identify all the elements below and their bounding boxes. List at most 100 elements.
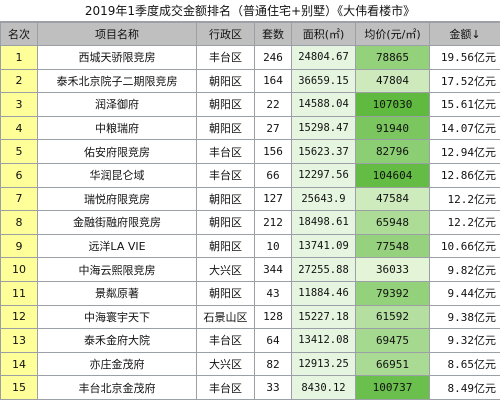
cell-rank: 15: [0, 375, 38, 400]
cell-amount: 12.2亿元: [429, 186, 500, 212]
cell-units: 64: [254, 328, 292, 353]
cell-district: 丰台区: [196, 375, 255, 400]
cell-rank: 1: [0, 45, 38, 70]
cell-avg-price: 36033: [355, 257, 430, 282]
cell-units: 43: [254, 280, 292, 306]
cell-units: 212: [254, 210, 292, 235]
cell-project-name: 中海寰宇天下: [37, 304, 197, 330]
cell-district: 丰台区: [196, 139, 255, 164]
cell-project-name: 泰禾金府大院: [37, 328, 197, 353]
cell-district: 丰台区: [196, 162, 255, 188]
cell-area: 11884.46: [291, 280, 356, 306]
cell-rank: 10: [0, 257, 38, 282]
cell-units: 27: [254, 115, 292, 141]
cell-amount: 9.38亿元: [429, 304, 500, 330]
header-area: 面积(㎡): [291, 22, 356, 46]
header-price: 均价(元/㎡): [355, 22, 430, 46]
cell-avg-price: 65948: [355, 210, 430, 235]
cell-avg-price: 77548: [355, 233, 430, 259]
cell-project-name: 西城天骄限竞房: [37, 45, 197, 70]
cell-project-name: 瑞悦府限竞房: [37, 186, 197, 212]
cell-avg-price: 79392: [355, 280, 430, 306]
cell-district: 朝阳区: [196, 68, 255, 94]
cell-project-name: 中海云熙限竞房: [37, 257, 197, 282]
cell-project-name: 金融街融府限竞房: [37, 210, 197, 235]
cell-units: 82: [254, 351, 292, 377]
cell-project-name: 中粮瑞府: [37, 115, 197, 141]
cell-area: 36659.15: [291, 68, 356, 94]
table-row: 11 景粼原著 朝阳区 43 11884.46 79392 9.44亿元: [0, 280, 500, 306]
table-row: 1 西城天骄限竞房 丰台区 246 24804.67 78865 19.56亿元: [0, 45, 500, 70]
cell-amount: 15.61亿元: [429, 92, 500, 117]
cell-area: 8430.12: [291, 375, 356, 400]
cell-avg-price: 82796: [355, 139, 430, 164]
table-row: 4 中粮瑞府 朝阳区 27 15298.47 91940 14.07亿元: [0, 115, 500, 141]
table-row: 2 泰禾北京院子二期限竞房 朝阳区 164 36659.15 47804 17.52亿元: [0, 68, 500, 94]
cell-district: 大兴区: [196, 257, 255, 282]
table-row: 5 佑安府限竞房 丰台区 156 15623.37 82796 12.94亿元: [0, 139, 500, 164]
cell-units: 156: [254, 139, 292, 164]
table-row: 15 丰台北京金茂府 丰台区 33 8430.12 100737 8.49亿元: [0, 375, 500, 400]
cell-units: 128: [254, 304, 292, 330]
header-row: 名次 项目名称 行政区 套数 面积(㎡) 均价(元/㎡) 金额↓: [0, 22, 500, 46]
cell-amount: 17.52亿元: [429, 68, 500, 94]
cell-units: 164: [254, 68, 292, 94]
cell-amount: 9.44亿元: [429, 280, 500, 306]
cell-avg-price: 107030: [355, 92, 430, 117]
cell-rank: 9: [0, 233, 38, 259]
cell-rank: 3: [0, 92, 38, 117]
cell-amount: 9.82亿元: [429, 257, 500, 282]
cell-avg-price: 66951: [355, 351, 430, 377]
cell-rank: 6: [0, 162, 38, 188]
cell-rank: 4: [0, 115, 38, 141]
cell-avg-price: 104604: [355, 162, 430, 188]
cell-amount: 8.49亿元: [429, 375, 500, 400]
cell-amount: 12.2亿元: [429, 210, 500, 235]
cell-units: 246: [254, 45, 292, 70]
cell-rank: 14: [0, 351, 38, 377]
cell-area: 13412.08: [291, 328, 356, 353]
cell-amount: 10.66亿元: [429, 233, 500, 259]
cell-district: 朝阳区: [196, 115, 255, 141]
cell-units: 66: [254, 162, 292, 188]
cell-rank: 8: [0, 210, 38, 235]
cell-rank: 13: [0, 328, 38, 353]
cell-district: 朝阳区: [196, 186, 255, 212]
cell-project-name: 景粼原著: [37, 280, 197, 306]
ranking-table: 名次 项目名称 行政区 套数 面积(㎡) 均价(元/㎡) 金额↓ 1 西城天骄限竞…: [0, 22, 500, 400]
cell-units: 344: [254, 257, 292, 282]
header-amount: 金额↓: [429, 22, 500, 46]
cell-area: 12297.56: [291, 162, 356, 188]
cell-amount: 8.65亿元: [429, 351, 500, 377]
cell-area: 14588.04: [291, 92, 356, 117]
cell-area: 15623.37: [291, 139, 356, 164]
cell-units: 10: [254, 233, 292, 259]
table-row: 8 金融街融府限竞房 朝阳区 212 18498.61 65948 12.2亿元: [0, 210, 500, 235]
cell-project-name: 佑安府限竞房: [37, 139, 197, 164]
cell-district: 丰台区: [196, 45, 255, 70]
cell-units: 22: [254, 92, 292, 117]
table-row: 10 中海云熙限竞房 大兴区 344 27255.88 36033 9.82亿元: [0, 257, 500, 282]
cell-area: 13741.09: [291, 233, 356, 259]
table-row: 12 中海寰宇天下 石景山区 128 15227.18 61592 9.38亿元: [0, 304, 500, 330]
cell-area: 25643.9: [291, 186, 356, 212]
header-units: 套数: [254, 22, 292, 46]
cell-district: 石景山区: [196, 304, 255, 330]
table-row: 6 华润昆仑域 丰台区 66 12297.56 104604 12.86亿元: [0, 162, 500, 188]
table-row: 9 远洋LA VIE 朝阳区 10 13741.09 77548 10.66亿元: [0, 233, 500, 259]
cell-rank: 5: [0, 139, 38, 164]
cell-area: 24804.67: [291, 45, 356, 70]
cell-avg-price: 78865: [355, 45, 430, 70]
cell-amount: 14.07亿元: [429, 115, 500, 141]
table-row: 3 润泽御府 朝阳区 22 14588.04 107030 15.61亿元: [0, 92, 500, 117]
cell-area: 18498.61: [291, 210, 356, 235]
table-body: 1 西城天骄限竞房 丰台区 246 24804.67 78865 19.56亿元 2 泰禾北京院…: [0, 45, 500, 400]
table-row: 7 瑞悦府限竞房 朝阳区 127 25643.9 47584 12.2亿元: [0, 186, 500, 212]
cell-district: 朝阳区: [196, 92, 255, 117]
cell-avg-price: 47584: [355, 186, 430, 212]
cell-district: 朝阳区: [196, 233, 255, 259]
cell-amount: 12.86亿元: [429, 162, 500, 188]
table-title: 2019年1季度成交金额排名（普通住宅+别墅）《大伟看楼市》: [0, 0, 500, 22]
cell-project-name: 润泽御府: [37, 92, 197, 117]
cell-avg-price: 100737: [355, 375, 430, 400]
